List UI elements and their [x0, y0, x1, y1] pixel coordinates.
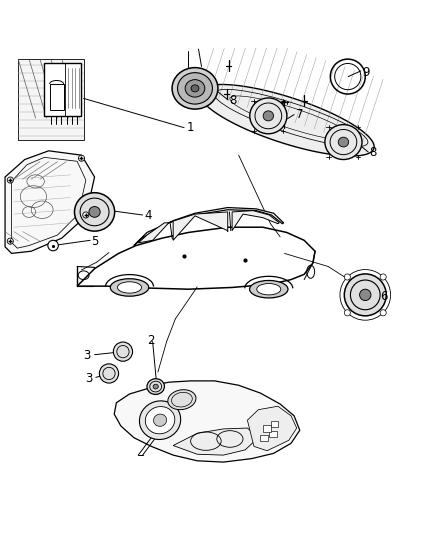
Circle shape — [78, 155, 85, 161]
Ellipse shape — [89, 207, 100, 217]
Bar — [261, 435, 268, 441]
Circle shape — [48, 240, 58, 251]
Circle shape — [113, 342, 133, 361]
Ellipse shape — [145, 407, 175, 434]
Ellipse shape — [250, 280, 288, 298]
Ellipse shape — [154, 414, 166, 426]
Ellipse shape — [172, 68, 218, 109]
Text: 8: 8 — [370, 147, 377, 159]
Bar — [44, 63, 81, 116]
Text: 3: 3 — [84, 349, 91, 362]
Polygon shape — [18, 59, 84, 140]
Bar — [263, 425, 271, 432]
Circle shape — [83, 212, 89, 218]
Text: 4: 4 — [144, 209, 152, 222]
Circle shape — [344, 274, 386, 316]
Ellipse shape — [338, 137, 349, 147]
Polygon shape — [77, 227, 315, 289]
Ellipse shape — [250, 98, 287, 134]
Text: 7: 7 — [296, 109, 304, 122]
Bar — [271, 421, 279, 427]
Ellipse shape — [325, 125, 362, 159]
Polygon shape — [5, 151, 95, 253]
Ellipse shape — [185, 79, 205, 97]
Polygon shape — [173, 428, 258, 455]
Text: 2: 2 — [147, 334, 155, 347]
Ellipse shape — [257, 284, 281, 295]
Ellipse shape — [74, 193, 115, 231]
Polygon shape — [232, 211, 279, 231]
Circle shape — [380, 310, 386, 316]
Bar — [49, 84, 64, 110]
Text: 8: 8 — [229, 94, 237, 107]
Circle shape — [380, 274, 386, 280]
Circle shape — [99, 364, 119, 383]
Ellipse shape — [263, 111, 274, 121]
Polygon shape — [247, 406, 297, 451]
Polygon shape — [114, 381, 300, 462]
Ellipse shape — [110, 279, 149, 296]
Polygon shape — [173, 212, 228, 240]
Text: 5: 5 — [91, 235, 99, 248]
Polygon shape — [138, 223, 169, 243]
Text: 3: 3 — [85, 372, 92, 385]
Circle shape — [7, 177, 13, 183]
Polygon shape — [199, 85, 374, 156]
Circle shape — [360, 289, 371, 301]
Ellipse shape — [139, 401, 181, 440]
Circle shape — [344, 310, 350, 316]
Ellipse shape — [168, 390, 196, 410]
Ellipse shape — [177, 72, 212, 104]
Ellipse shape — [117, 282, 141, 293]
Ellipse shape — [153, 384, 158, 389]
Text: 9: 9 — [362, 66, 370, 79]
Circle shape — [7, 238, 13, 244]
Text: 1: 1 — [186, 121, 194, 134]
Ellipse shape — [191, 85, 199, 92]
Circle shape — [344, 274, 350, 280]
Bar — [269, 431, 277, 437]
Text: 6: 6 — [380, 290, 387, 303]
Polygon shape — [134, 207, 284, 246]
Ellipse shape — [147, 379, 164, 394]
